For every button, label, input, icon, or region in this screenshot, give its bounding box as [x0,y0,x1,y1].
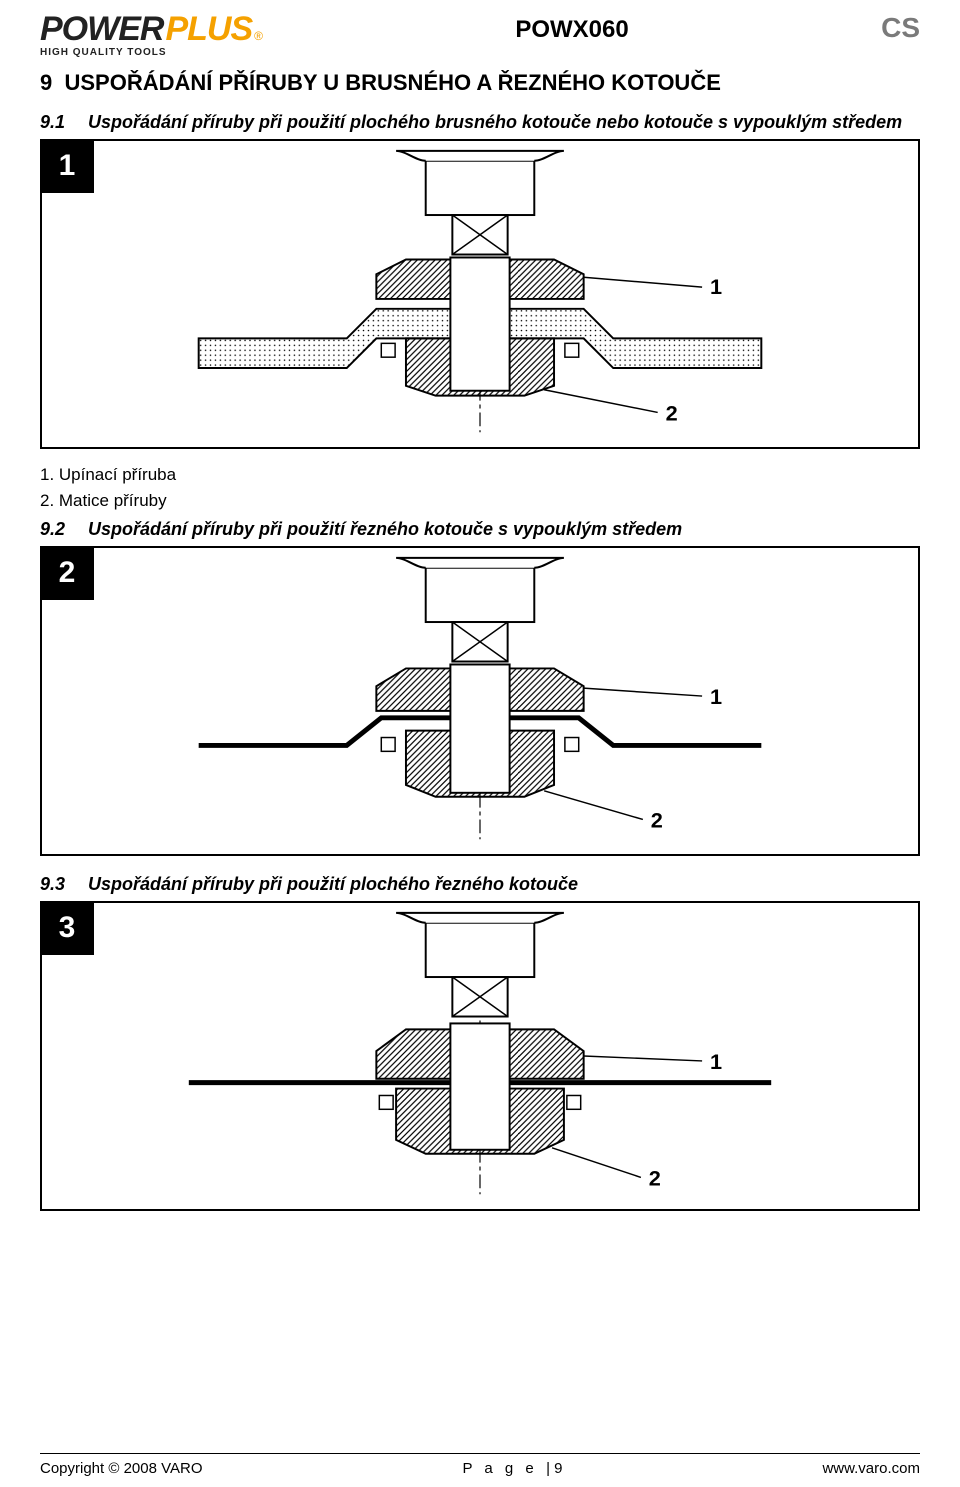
section-number: 9 [40,70,52,95]
diagram-tag-2: 2 [40,546,94,600]
flange-diagram-3: 1 2 [42,903,918,1209]
footer-copyright: Copyright © 2008 VARO [40,1460,203,1477]
language-code: CS [881,12,920,44]
flange-diagram-2: 1 2 [42,548,918,854]
legend-2: 2. Matice příruby [40,491,920,511]
logo-registered: ® [254,30,263,42]
document-code: POWX060 [263,16,881,44]
callout-2: 2 [666,400,678,425]
subsection-number: 9.1 [40,112,88,133]
diagram-3: 3 1 2 [40,901,920,1211]
diagram-tag-1: 1 [40,139,94,193]
section-title: USPOŘÁDÁNÍ PŘÍRUBY U BRUSNÉHO A ŘEZNÉHO … [64,70,720,95]
subsection-heading-1: 9.1Uspořádání příruby při použití ploché… [40,112,920,133]
page-footer: Copyright © 2008 VARO P a g e | 9 www.va… [40,1453,920,1477]
logo-text-plus: PLUS [165,12,252,46]
svg-text:1: 1 [710,1049,722,1074]
subsection-heading-3: 9.3Uspořádání příruby při použití ploché… [40,874,920,895]
diagram-1: 1 [40,139,920,449]
diagram-tag-3: 3 [40,901,94,955]
svg-text:2: 2 [649,1165,661,1190]
header: POWER PLUS ® HIGH QUALITY TOOLS POWX060 … [40,12,920,58]
subsection-title: Uspořádání příruby při použití řezného k… [88,519,682,539]
svg-text:2: 2 [651,807,663,832]
diagram-2: 2 1 2 [40,546,920,856]
legend-1: 1. Upínací příruba [40,465,920,485]
footer-url: www.varo.com [822,1460,920,1477]
subsection-heading-2: 9.2Uspořádání příruby při použití řeznéh… [40,519,920,540]
subsection-title: Uspořádání příruby při použití plochého … [88,112,902,132]
svg-text:1: 1 [710,684,722,709]
flange-diagram-1: 1 2 [42,141,918,447]
brand-logo: POWER PLUS ® HIGH QUALITY TOOLS [40,12,263,58]
logo-text-power: POWER [40,12,163,46]
subsection-title: Uspořádání příruby při použití plochého … [88,874,578,894]
section-heading: 9 USPOŘÁDÁNÍ PŘÍRUBY U BRUSNÉHO A ŘEZNÉH… [40,70,920,96]
logo-tagline: HIGH QUALITY TOOLS [40,48,263,58]
subsection-number: 9.2 [40,519,88,540]
document-page: POWER PLUS ® HIGH QUALITY TOOLS POWX060 … [0,0,960,1487]
callout-1: 1 [710,274,722,299]
footer-page: P a g e | 9 [462,1460,562,1477]
subsection-number: 9.3 [40,874,88,895]
